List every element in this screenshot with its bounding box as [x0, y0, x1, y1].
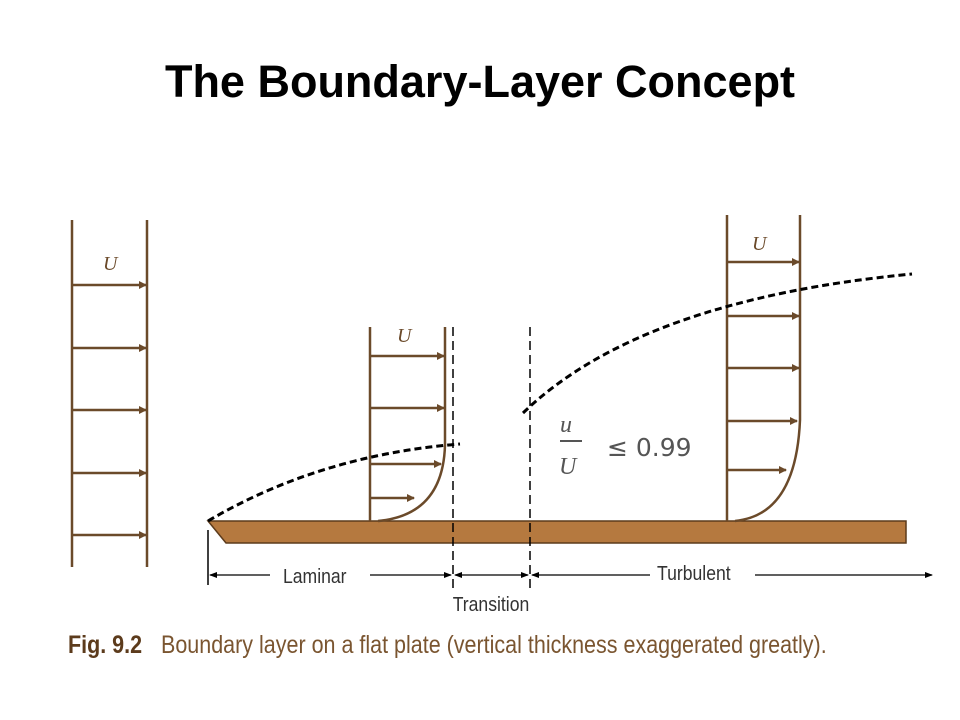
- turbulent-boundary-edge: [521, 272, 913, 415]
- laminar-profile: [368, 327, 447, 523]
- laminar-boundary-edge: [207, 442, 461, 523]
- ratio-numerator: u: [560, 412, 572, 438]
- turbulent-label: Turbulent: [657, 562, 731, 584]
- figure-caption: Fig. 9.2 Boundary layer on a flat plate (…: [68, 631, 827, 660]
- velocity-ratio: u U ≤ 0.99: [559, 412, 692, 480]
- slide-title: The Boundary-Layer Concept: [164, 56, 796, 107]
- ratio-condition: ≤ 0.99: [607, 433, 692, 462]
- laminar-velocity-label: U: [397, 325, 413, 347]
- ratio-denominator: U: [559, 454, 578, 480]
- caption-text: Boundary layer on a flat plate (vertical…: [161, 631, 827, 659]
- turbulent-velocity-label: U: [752, 233, 768, 255]
- turbulent-profile: [725, 215, 802, 523]
- figure-number: Fig. 9.2: [68, 631, 143, 659]
- flat-plate: [206, 520, 907, 544]
- laminar-label: Laminar: [283, 565, 347, 587]
- transition-label: Transition: [453, 593, 530, 615]
- freestream-velocity-label: U: [103, 253, 119, 275]
- freestream-profile: [70, 220, 149, 567]
